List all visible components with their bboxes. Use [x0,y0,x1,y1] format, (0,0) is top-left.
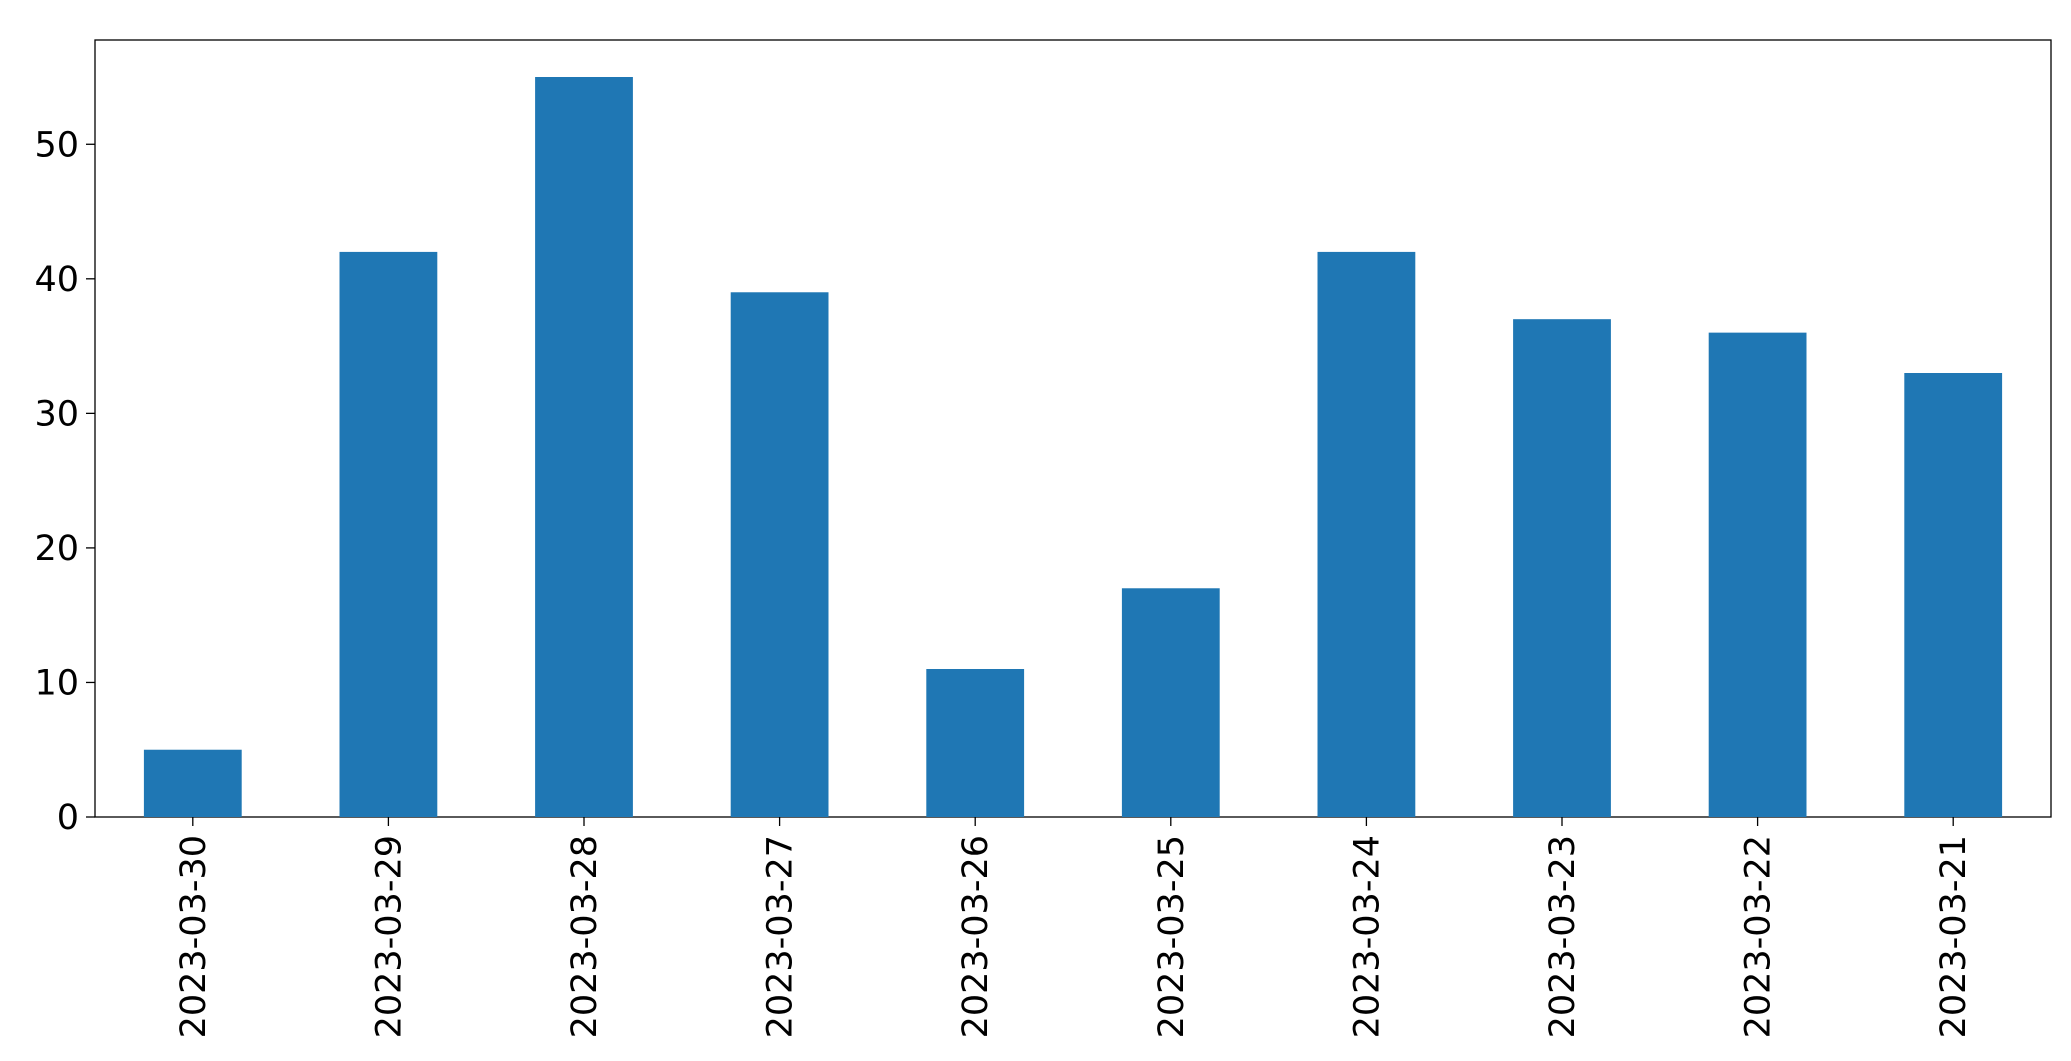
y-tick-label: 40 [34,260,79,300]
bar [1708,332,1807,817]
bar [1904,373,2003,817]
x-tick-label: 2023-03-23 [1543,835,1583,1038]
x-tick-label: 2023-03-30 [174,835,214,1038]
bar [1317,251,1416,818]
plot-frame [94,39,2052,818]
bar [339,251,438,818]
y-tick-label: 30 [34,394,79,434]
x-tick-label: 2023-03-21 [1934,835,1974,1038]
x-tick-label: 2023-03-24 [1347,835,1387,1038]
y-tick-label: 10 [34,663,79,703]
x-tick-label: 2023-03-22 [1739,835,1779,1038]
bar [1513,319,1611,817]
bar [926,669,1025,817]
x-tick-label: 2023-03-28 [565,835,605,1038]
x-tick-label: 2023-03-27 [761,835,801,1038]
bar [535,77,633,817]
x-tick-label: 2023-03-26 [956,835,996,1038]
y-tick-label: 50 [34,125,79,165]
x-tick-label: 2023-03-29 [369,835,409,1038]
y-tick-label: 0 [57,798,79,838]
y-tick-label: 20 [34,529,79,569]
bar [730,292,829,818]
x-tick-label: 2023-03-25 [1152,835,1192,1038]
bar [143,749,242,817]
bar [1121,588,1220,817]
